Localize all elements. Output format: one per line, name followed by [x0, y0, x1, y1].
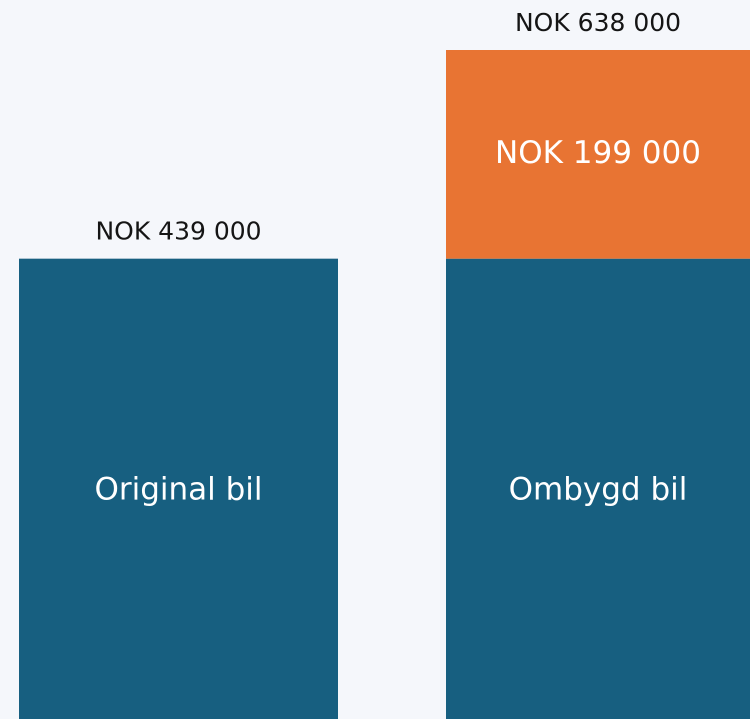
category-label: Original bil — [94, 471, 262, 507]
category-label: Ombygd bil — [509, 471, 688, 507]
total-label: NOK 638 000 — [515, 8, 681, 37]
bar-segment — [446, 50, 750, 259]
bar-segment — [446, 258, 750, 719]
total-label: NOK 439 000 — [95, 217, 261, 246]
bar-segment — [19, 258, 338, 719]
segment-label: NOK 199 000 — [495, 135, 701, 171]
